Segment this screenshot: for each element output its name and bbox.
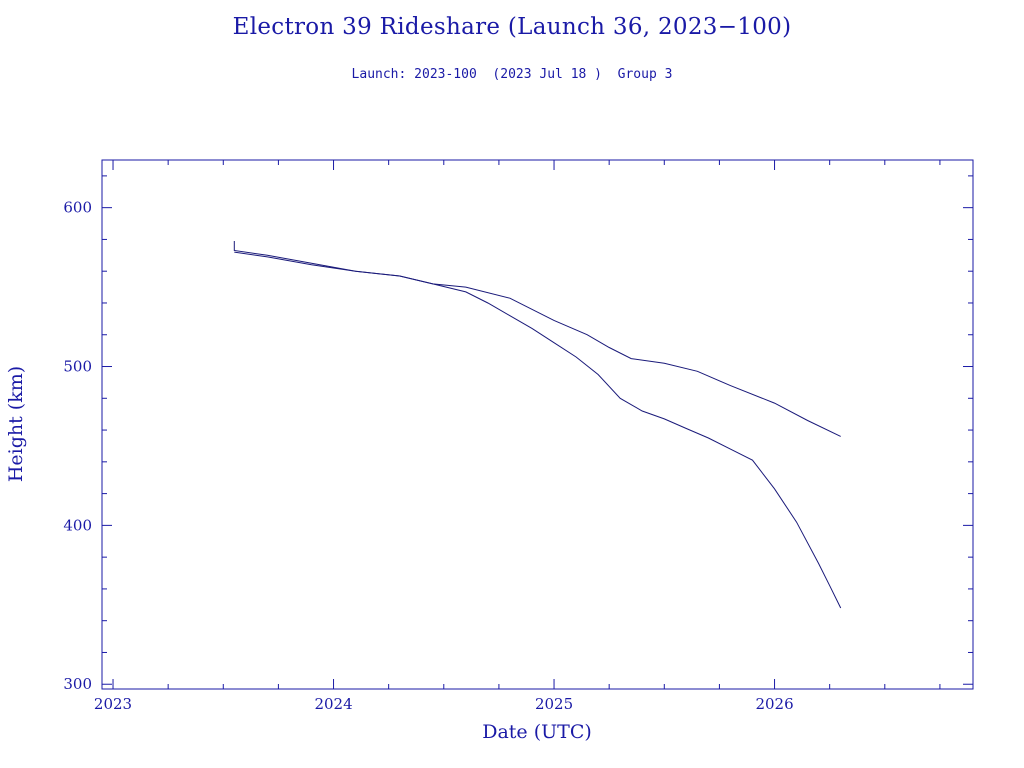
plot-frame	[101, 159, 974, 690]
chart-title: Electron 39 Rideshare (Launch 36, 2023−1…	[232, 14, 792, 40]
x-axis-label: Date (UTC)	[482, 721, 592, 743]
x-tick-label: 2024	[314, 695, 352, 713]
x-tick-label: 2023	[94, 695, 132, 713]
y-tick-label: 500	[63, 358, 92, 376]
chart-subtitle: Launch: 2023-100 (2023 Jul 18 ) Group 3	[351, 67, 673, 82]
series-line-1	[233, 241, 841, 437]
y-axis-label: Height (km)	[5, 366, 27, 482]
series-line-2	[234, 251, 842, 609]
x-tick-label: 2025	[535, 695, 573, 713]
x-tick-label: 2026	[755, 695, 793, 713]
y-tick-label: 600	[63, 199, 92, 217]
y-tick-label: 400	[63, 516, 92, 534]
y-tick-label: 300	[63, 675, 92, 693]
